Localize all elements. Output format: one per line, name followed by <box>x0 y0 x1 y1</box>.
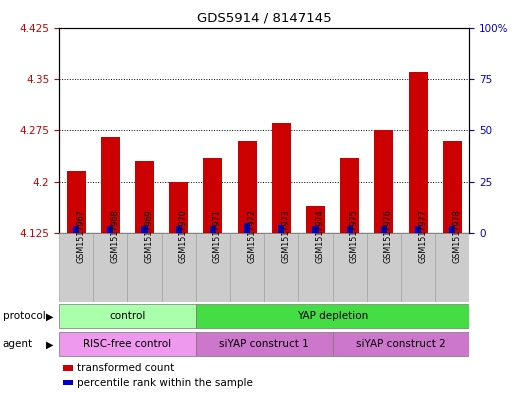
Bar <box>415 226 421 233</box>
Bar <box>299 233 332 302</box>
Bar <box>244 223 250 233</box>
Bar <box>59 304 196 329</box>
Bar <box>381 226 387 233</box>
Text: GSM1517967: GSM1517967 <box>76 209 85 263</box>
Bar <box>204 158 222 233</box>
Text: GSM1517970: GSM1517970 <box>179 209 188 263</box>
Text: ▶: ▶ <box>46 311 54 321</box>
Text: GSM1517972: GSM1517972 <box>247 209 256 263</box>
Bar <box>278 225 284 233</box>
Bar <box>443 141 462 233</box>
Bar <box>196 233 230 302</box>
Bar <box>127 233 162 302</box>
Bar <box>264 233 299 302</box>
Bar <box>169 182 188 233</box>
Bar <box>196 304 469 329</box>
Bar <box>59 233 93 302</box>
Text: agent: agent <box>3 339 33 349</box>
Bar <box>59 332 196 356</box>
Text: GSM1517973: GSM1517973 <box>281 209 290 263</box>
Bar <box>332 332 469 356</box>
Bar <box>449 226 456 233</box>
Text: siYAP construct 2: siYAP construct 2 <box>356 339 446 349</box>
Text: GSM1517969: GSM1517969 <box>145 209 153 263</box>
Bar <box>142 226 148 233</box>
Bar <box>306 206 325 233</box>
Bar <box>63 365 73 371</box>
Bar <box>347 226 353 233</box>
Bar <box>67 171 86 233</box>
Bar <box>340 158 359 233</box>
Bar <box>73 226 79 233</box>
Text: percentile rank within the sample: percentile rank within the sample <box>77 378 253 387</box>
Bar <box>135 161 154 233</box>
Bar <box>238 141 256 233</box>
Bar <box>162 233 196 302</box>
Bar <box>374 130 393 233</box>
Bar <box>101 137 120 233</box>
Bar <box>93 233 127 302</box>
Text: RISC-free control: RISC-free control <box>83 339 171 349</box>
Text: siYAP construct 1: siYAP construct 1 <box>220 339 309 349</box>
Text: protocol: protocol <box>3 311 45 321</box>
Text: GSM1517977: GSM1517977 <box>418 209 427 263</box>
Text: GSM1517974: GSM1517974 <box>315 209 325 263</box>
Text: GSM1517971: GSM1517971 <box>213 209 222 263</box>
Text: GSM1517978: GSM1517978 <box>452 209 461 263</box>
Bar <box>312 226 319 233</box>
Bar <box>332 233 367 302</box>
Text: YAP depletion: YAP depletion <box>297 311 368 321</box>
Bar <box>272 123 291 233</box>
Bar <box>196 332 332 356</box>
Bar <box>435 233 469 302</box>
Bar <box>107 226 113 233</box>
Bar <box>409 72 427 233</box>
Bar <box>210 226 216 233</box>
Bar <box>367 233 401 302</box>
Text: GSM1517968: GSM1517968 <box>110 209 120 263</box>
Bar <box>401 233 435 302</box>
Text: transformed count: transformed count <box>77 363 175 373</box>
Title: GDS5914 / 8147145: GDS5914 / 8147145 <box>197 12 331 25</box>
Text: ▶: ▶ <box>46 339 54 349</box>
Text: GSM1517976: GSM1517976 <box>384 209 393 263</box>
Bar <box>230 233 264 302</box>
Bar <box>175 226 182 233</box>
Bar <box>63 380 73 385</box>
Text: GSM1517975: GSM1517975 <box>350 209 359 263</box>
Text: control: control <box>109 311 146 321</box>
